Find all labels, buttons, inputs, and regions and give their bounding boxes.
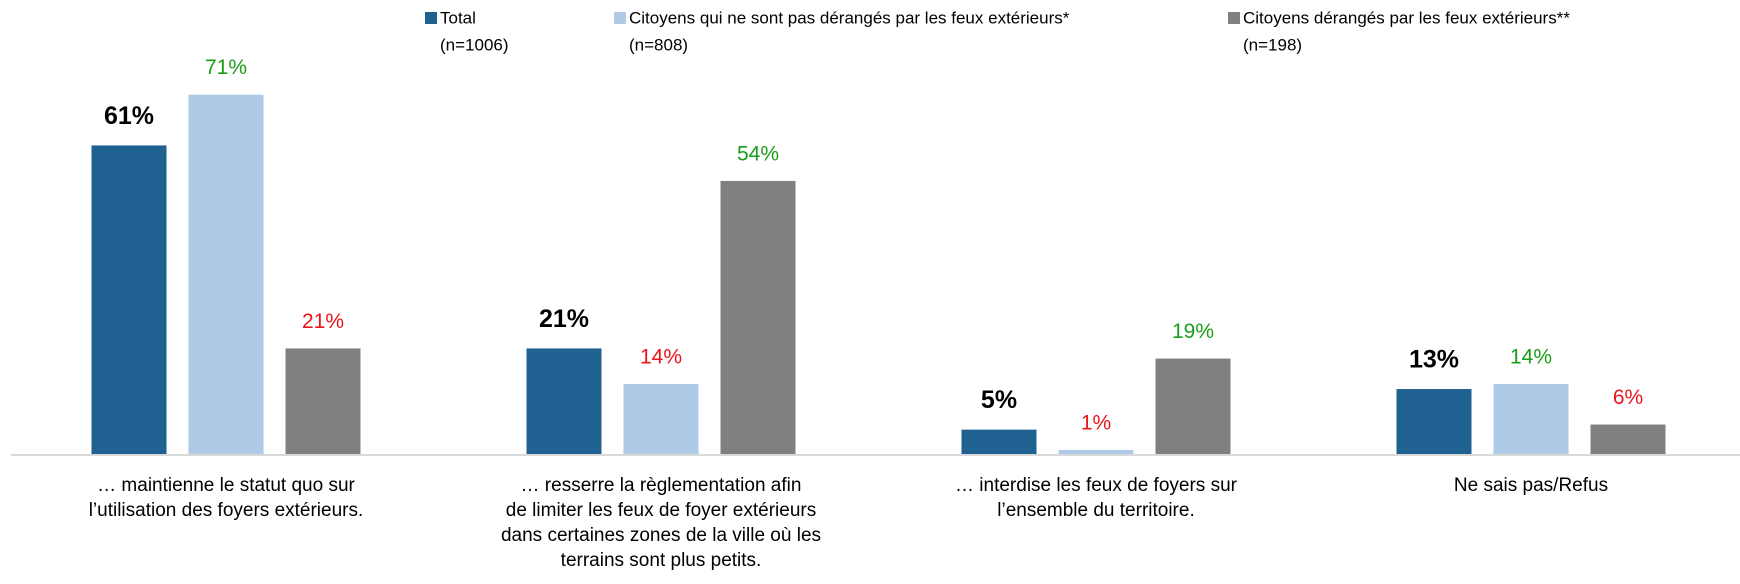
bar xyxy=(961,429,1037,455)
bar xyxy=(1590,424,1666,455)
bar xyxy=(188,94,264,456)
legend-label: Citoyens dérangés par les feux extérieur… xyxy=(1243,8,1570,27)
legend-sample: (n=198) xyxy=(1243,35,1302,54)
category-label: l’ensemble du territoire. xyxy=(997,500,1194,521)
legend-swatch xyxy=(1228,12,1240,24)
category-label: l’utilisation des foyers extérieurs. xyxy=(89,500,364,521)
bar xyxy=(1396,389,1472,455)
data-label: 6% xyxy=(1613,386,1643,409)
data-label: 61% xyxy=(104,102,154,130)
category-label: … interdise les feux de foyers sur xyxy=(955,475,1238,496)
data-label: 14% xyxy=(1510,345,1552,368)
bar xyxy=(1155,358,1231,455)
bar xyxy=(623,383,699,455)
legend-sample: (n=808) xyxy=(629,35,688,54)
legend-label: Total xyxy=(440,8,476,27)
data-label: 54% xyxy=(737,142,779,165)
bar xyxy=(1493,383,1569,455)
bar xyxy=(720,180,796,455)
data-label: 19% xyxy=(1172,320,1214,343)
legend-sample: (n=1006) xyxy=(440,35,509,54)
category-label: … maintienne le statut quo sur xyxy=(97,475,355,496)
category-label: terrains sont plus petits. xyxy=(561,550,762,571)
category-label: de limiter les feux de foyer extérieurs xyxy=(506,500,816,521)
category-label: dans certaines zones de la ville où les xyxy=(501,525,821,546)
legend-swatch xyxy=(614,12,626,24)
bar xyxy=(1058,449,1134,455)
data-label: 1% xyxy=(1081,411,1111,434)
data-label: 13% xyxy=(1409,346,1459,374)
data-label: 5% xyxy=(981,386,1017,414)
category-label: Ne sais pas/Refus xyxy=(1454,475,1608,496)
data-label: 21% xyxy=(539,305,589,333)
data-label: 14% xyxy=(640,345,682,368)
category-label: … resserre la règlementation afin xyxy=(521,475,802,496)
data-label: 21% xyxy=(302,310,344,333)
bar xyxy=(526,348,602,455)
data-label: 71% xyxy=(205,56,247,79)
legend-label: Citoyens qui ne sont pas dérangés par le… xyxy=(629,8,1070,27)
bar xyxy=(91,145,167,456)
bar xyxy=(285,348,361,455)
legend-swatch xyxy=(425,12,437,24)
